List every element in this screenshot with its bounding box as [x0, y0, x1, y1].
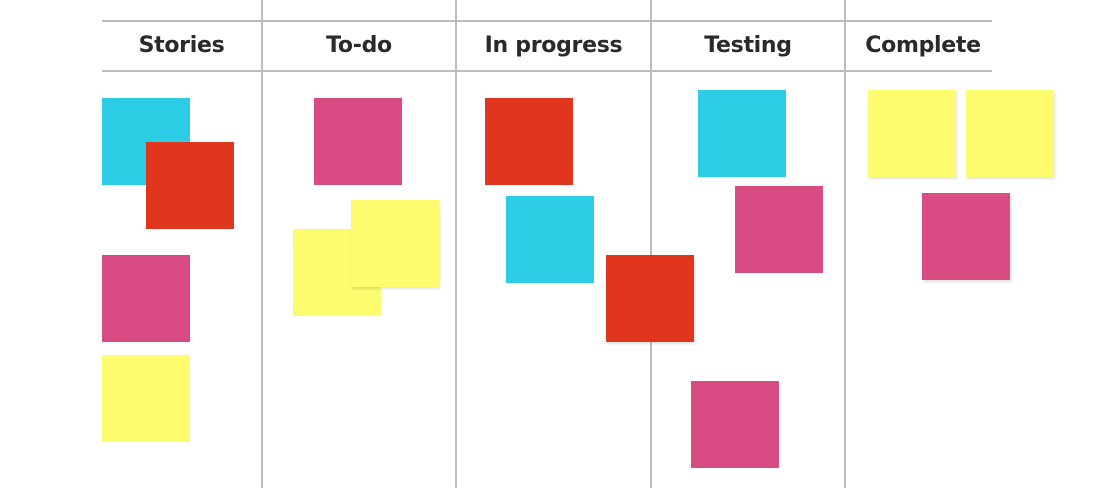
header-bottom-divider	[102, 70, 992, 72]
column-divider	[844, 0, 846, 488]
sticky-note-cyan[interactable]	[506, 196, 594, 283]
column-divider	[261, 0, 263, 488]
sticky-note-pink[interactable]	[922, 193, 1010, 280]
column-title-testing: Testing	[704, 33, 792, 58]
sticky-note-pink[interactable]	[691, 381, 779, 468]
column-title-stories: Stories	[138, 33, 225, 58]
sticky-note-pink[interactable]	[102, 255, 190, 342]
column-divider	[455, 0, 457, 488]
column-title-complete: Complete	[865, 33, 981, 58]
column-title-in-progress: In progress	[484, 33, 623, 58]
column-divider	[650, 0, 652, 488]
sticky-note-red[interactable]	[485, 98, 573, 185]
sticky-note-yellow[interactable]	[351, 200, 439, 287]
header-top-divider	[102, 20, 992, 22]
sticky-note-red[interactable]	[606, 255, 694, 342]
column-title-todo: To-do	[326, 33, 392, 58]
sticky-note-pink[interactable]	[735, 186, 823, 273]
sticky-note-red[interactable]	[146, 142, 234, 229]
sticky-note-cyan[interactable]	[698, 90, 786, 177]
sticky-note-pink[interactable]	[314, 98, 402, 185]
sticky-note-yellow[interactable]	[102, 355, 190, 442]
sticky-note-yellow[interactable]	[868, 90, 956, 177]
sticky-note-yellow[interactable]	[966, 90, 1054, 177]
